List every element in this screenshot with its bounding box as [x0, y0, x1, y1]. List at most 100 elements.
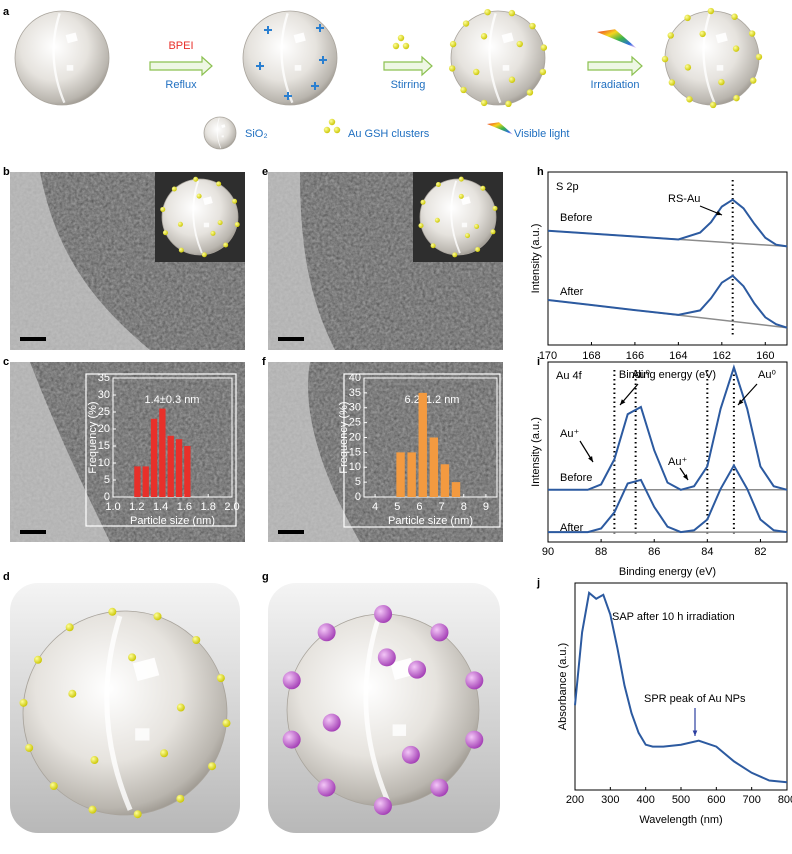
- panel-label: c: [3, 356, 9, 368]
- cluster: [480, 33, 488, 40]
- sphere-highlight: [461, 222, 468, 228]
- x-tick-label: 400: [636, 794, 654, 806]
- series-label: Before: [560, 472, 592, 484]
- bar: [407, 452, 416, 497]
- cluster: [176, 794, 185, 803]
- cluster: [153, 612, 162, 621]
- cluster: [449, 40, 457, 48]
- y-axis-title: Absorbance (a.u.): [557, 643, 569, 730]
- cluster: [322, 713, 341, 732]
- x-tick-label: 1.0: [105, 501, 120, 513]
- cluster: [434, 217, 440, 223]
- cluster: [465, 671, 484, 690]
- sphere-body: [203, 116, 237, 150]
- panel-label: h: [537, 166, 544, 178]
- legend-entry: Au GSH clusters: [348, 128, 430, 140]
- x-tick-label: 200: [566, 794, 584, 806]
- x-tick-label: 1.8: [201, 501, 216, 513]
- annotation: SAP after 10 h irradiation: [612, 611, 735, 623]
- annotation: Au 4f: [556, 370, 583, 382]
- sphere-highlight: [501, 32, 514, 44]
- cluster: [418, 223, 424, 229]
- bar: [429, 437, 439, 497]
- sphere-highlight: [135, 728, 150, 741]
- spectrum: [547, 274, 788, 329]
- charge: [264, 26, 272, 34]
- sphere-highlight: [392, 724, 407, 736]
- bar: [159, 408, 166, 497]
- cluster: [526, 89, 534, 96]
- charge: [316, 24, 324, 32]
- panel-label: g: [262, 571, 269, 583]
- pointer-head: [692, 730, 698, 736]
- x-tick-label: 1.4: [153, 501, 168, 513]
- cluster: [232, 198, 238, 204]
- y-tick-label: 35: [349, 387, 361, 399]
- sphere-highlight: [203, 222, 210, 228]
- sphere-body: [242, 10, 338, 106]
- cluster: [408, 660, 427, 679]
- cluster: [282, 730, 301, 749]
- y-tick-label: 30: [98, 389, 110, 401]
- sphere-highlight: [716, 65, 724, 71]
- cluster: [733, 94, 740, 102]
- spectrum: [548, 463, 788, 534]
- y-tick-label: 40: [349, 372, 361, 384]
- cluster: [452, 252, 458, 258]
- cluster: [707, 7, 715, 15]
- cluster: [333, 126, 341, 134]
- bar: [167, 435, 174, 497]
- cluster: [750, 77, 757, 84]
- cluster: [539, 68, 547, 76]
- cluster: [192, 636, 201, 645]
- sphere-body: [664, 10, 760, 106]
- y-tick-label: 25: [98, 406, 110, 418]
- arrow: [149, 55, 213, 77]
- cluster: [392, 42, 400, 50]
- annotation: SPR peak of Au NPs: [644, 693, 746, 705]
- cluster: [473, 68, 480, 76]
- cluster: [684, 14, 691, 22]
- panel-label: a: [3, 6, 10, 18]
- cluster: [430, 623, 449, 642]
- cluster: [460, 86, 467, 94]
- cluster: [462, 20, 470, 27]
- arrow: [587, 55, 643, 77]
- cluster: [480, 99, 488, 107]
- spectrum: [574, 591, 788, 784]
- x-tick-label: 2.0: [224, 501, 239, 513]
- cluster: [234, 222, 240, 228]
- y-axis-title: Intensity (a.u.): [530, 224, 542, 294]
- legend-entry: Visible light: [514, 128, 569, 140]
- sphere-body: [286, 613, 480, 807]
- cluster: [65, 623, 74, 632]
- spectrum: [548, 364, 788, 491]
- cluster: [684, 64, 692, 71]
- sphere: [448, 8, 548, 108]
- cluster: [216, 181, 222, 187]
- scale-bar: [278, 530, 304, 534]
- annotation: Au⁰: [758, 369, 776, 381]
- cluster: [178, 247, 184, 253]
- x-tick-label: 300: [601, 794, 619, 806]
- sphere-body: [161, 178, 239, 256]
- plot-frame: [547, 361, 788, 543]
- y-tick-label: 5: [355, 476, 361, 488]
- cluster: [223, 242, 229, 248]
- cluster: [699, 30, 706, 38]
- condition: Stirring: [391, 79, 426, 91]
- bar: [134, 466, 141, 497]
- cluster: [208, 762, 217, 771]
- cluster: [160, 749, 169, 758]
- cluster: [323, 126, 331, 134]
- condition: Reflux: [165, 79, 197, 91]
- cluster: [196, 193, 202, 199]
- sphere-highlight: [65, 32, 78, 44]
- cluster: [282, 671, 301, 690]
- y-tick-label: 0: [104, 491, 110, 503]
- y-tick-label: 10: [98, 457, 110, 469]
- sphere-reflection: [216, 117, 222, 149]
- cluster: [508, 9, 516, 17]
- sphere: [203, 116, 237, 150]
- cluster: [435, 181, 441, 187]
